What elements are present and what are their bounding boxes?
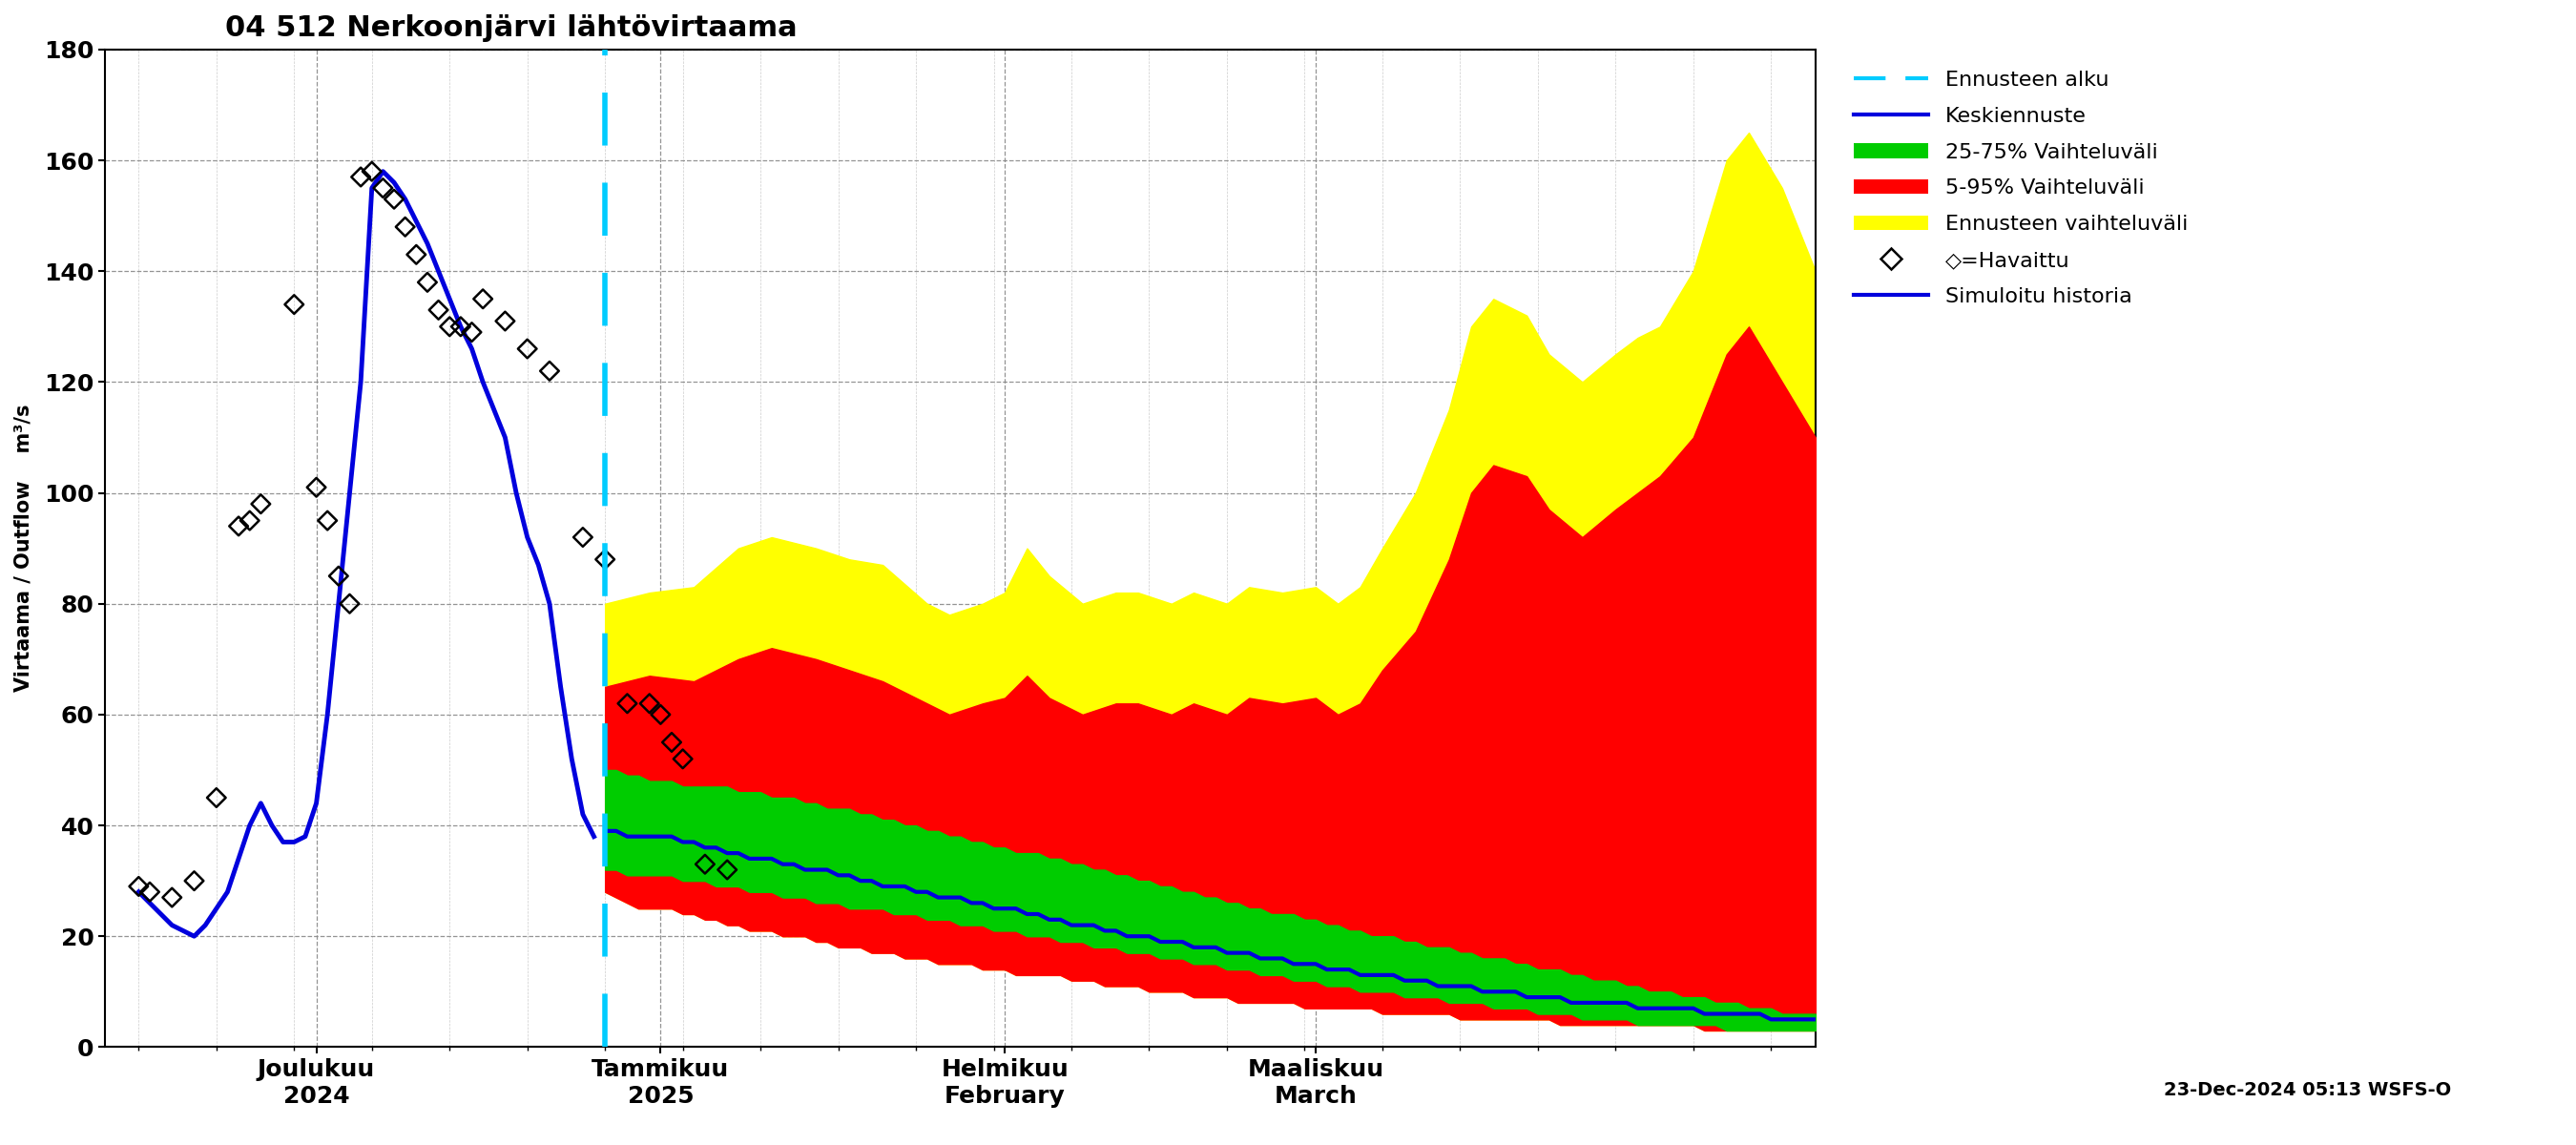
Point <box>350 163 392 181</box>
Point <box>685 855 726 874</box>
Point <box>317 567 358 585</box>
Point <box>706 861 747 879</box>
Point <box>440 317 482 335</box>
Point <box>240 495 281 513</box>
Point <box>484 311 526 330</box>
Y-axis label: Virtaama / Outflow    m³/s: Virtaama / Outflow m³/s <box>15 404 33 692</box>
Point <box>384 218 425 236</box>
Point <box>417 301 459 319</box>
Point <box>196 789 237 807</box>
Point <box>273 295 314 314</box>
Point <box>629 694 670 712</box>
Point <box>662 750 703 768</box>
Point <box>407 274 448 292</box>
Point <box>430 317 471 335</box>
Text: 04 512 Nerkoonjärvi lähtövirtaama: 04 512 Nerkoonjärvi lähtövirtaama <box>224 14 796 42</box>
Point <box>585 551 626 569</box>
Point <box>307 512 348 530</box>
Point <box>605 694 647 712</box>
Point <box>451 323 492 341</box>
Point <box>330 594 371 613</box>
Point <box>296 479 337 497</box>
Point <box>152 889 193 907</box>
Point <box>507 340 549 358</box>
Point <box>397 245 438 263</box>
Point <box>173 871 214 890</box>
Point <box>363 179 404 197</box>
Point <box>340 168 381 187</box>
Point <box>461 290 502 308</box>
Point <box>229 512 270 530</box>
Point <box>129 883 170 901</box>
Point <box>118 877 160 895</box>
Text: 23-Dec-2024 05:13 WSFS-O: 23-Dec-2024 05:13 WSFS-O <box>2164 1081 2452 1099</box>
Point <box>219 518 260 536</box>
Point <box>374 190 415 208</box>
Point <box>652 733 693 751</box>
Point <box>528 362 569 380</box>
Point <box>562 528 603 546</box>
Legend: Ennusteen alku, Keskiennuste, 25-75% Vaihteluväli, 5-95% Vaihteluväli, Ennusteen: Ennusteen alku, Keskiennuste, 25-75% Vai… <box>1842 60 2197 317</box>
Point <box>639 705 680 724</box>
